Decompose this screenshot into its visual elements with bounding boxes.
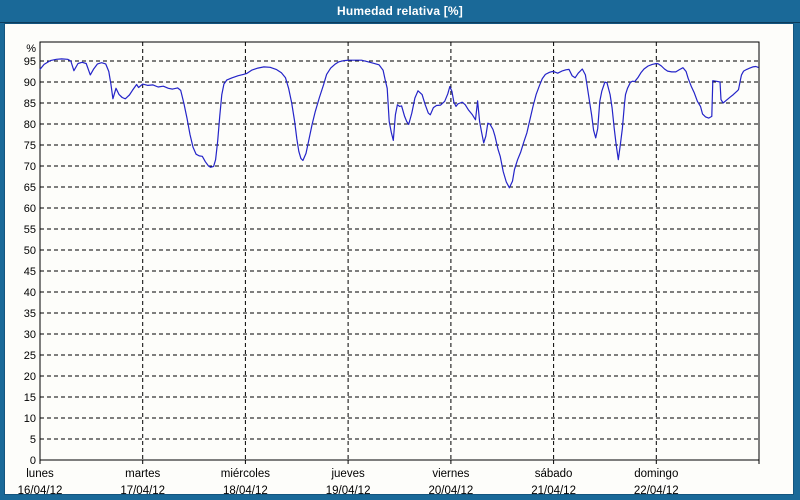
y-tick-label: 35 (24, 308, 36, 320)
y-tick-label: 40 (24, 287, 36, 299)
y-tick-label: 65 (24, 182, 36, 194)
y-tick-label: 95 (24, 56, 36, 68)
y-tick-label: 30 (24, 329, 36, 341)
x-day-name-label: sábado (535, 468, 573, 480)
x-day-date-label: 20/04/12 (429, 485, 474, 497)
y-tick-label: 85 (24, 98, 36, 110)
x-day-date-label: 22/04/12 (634, 485, 679, 497)
y-tick-label: 55 (24, 224, 36, 236)
x-day-date-label: 18/04/12 (223, 485, 268, 497)
y-tick-label: 50 (24, 245, 36, 257)
x-day-name-label: lunes (26, 468, 54, 480)
y-tick-label: 10 (24, 413, 36, 425)
y-tick-label: 25 (24, 350, 36, 362)
x-day-date-label: 21/04/12 (531, 485, 576, 497)
x-day-name-label: jueves (330, 468, 364, 480)
chart-panel (4, 23, 794, 495)
y-unit-label: % (26, 43, 36, 55)
humidity-line (39, 58, 759, 189)
plot-border (39, 41, 760, 461)
x-day-date-label: 17/04/12 (120, 485, 165, 497)
y-tick-label: 20 (24, 371, 36, 383)
y-tick-label: 15 (24, 392, 36, 404)
y-tick-label: 70 (24, 161, 36, 173)
title-bar: Humedad relativa [%] (0, 0, 800, 23)
y-tick-label: 80 (24, 119, 36, 131)
x-day-name-label: viernes (432, 468, 469, 480)
y-tick-label: 60 (24, 203, 36, 215)
y-tick-label: 90 (24, 77, 36, 89)
y-tick-label: 45 (24, 266, 36, 278)
x-day-date-label: 16/04/12 (18, 485, 63, 497)
y-tick-label: 5 (30, 434, 36, 446)
y-tick-label: 75 (24, 140, 36, 152)
y-tick-label: 0 (30, 455, 36, 467)
x-day-date-label: 19/04/12 (326, 485, 371, 497)
x-day-name-label: martes (125, 468, 160, 480)
chart-title: Humedad relativa [%] (336, 4, 464, 18)
x-day-name-label: miércoles (221, 468, 270, 480)
x-day-name-label: domingo (634, 468, 678, 480)
